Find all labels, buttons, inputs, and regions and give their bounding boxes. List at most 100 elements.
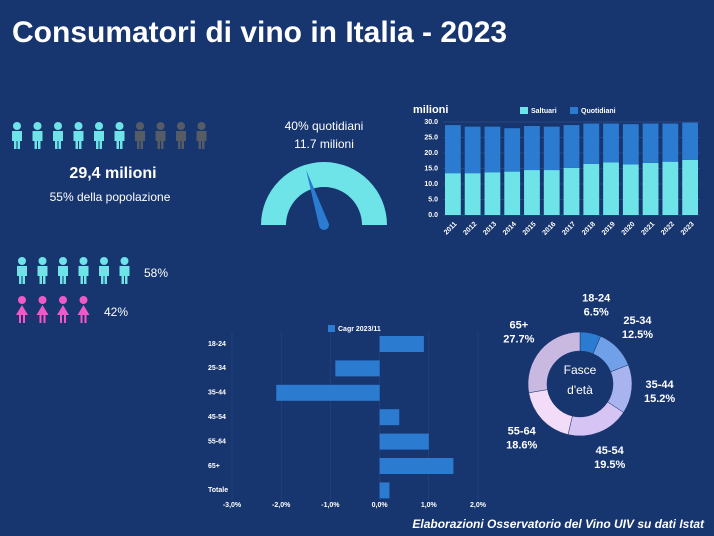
bar <box>379 482 390 499</box>
legend-label: Saltuari <box>531 108 557 115</box>
x-tick-label: 2022 <box>660 221 676 237</box>
bar-segment <box>622 124 639 165</box>
gauge-arc <box>261 162 387 225</box>
person-icon <box>77 305 90 323</box>
x-tick-label: 2023 <box>680 221 696 237</box>
slice-value: 15.2% <box>644 393 675 405</box>
person-icon <box>58 266 68 284</box>
y-tick-label: 25-34 <box>208 365 226 372</box>
slice-value: 12.5% <box>622 329 653 341</box>
slice-value: 27.7% <box>503 333 534 345</box>
legend-swatch <box>328 325 335 332</box>
x-tick-label: 2,0% <box>470 502 487 509</box>
x-tick-label: 2013 <box>482 221 498 237</box>
y-tick-label: 18-24 <box>208 341 226 348</box>
bar <box>276 384 380 401</box>
y-tick-label: 30.0 <box>424 119 438 126</box>
x-tick-label: 2019 <box>601 221 617 237</box>
bar-segment <box>583 163 600 215</box>
bar-segment <box>543 126 560 171</box>
slice-category: 55-64 <box>508 426 537 438</box>
x-tick-label: 2016 <box>541 221 557 237</box>
population-share: 55% della popolazione <box>50 190 171 204</box>
y-tick-label: 45-54 <box>208 414 226 421</box>
x-tick-label: 2012 <box>462 221 478 237</box>
slice-value: 18.6% <box>506 440 537 452</box>
bar-segment <box>603 162 619 215</box>
person-icon <box>13 122 21 130</box>
person-icon <box>99 266 109 284</box>
bar-segment <box>444 173 461 215</box>
person-icon <box>32 131 43 149</box>
legend-swatch <box>520 107 528 114</box>
person-icon <box>74 122 83 130</box>
person-icon <box>36 305 49 323</box>
bar-segment <box>524 126 540 171</box>
y-axis-label: milioni <box>413 104 448 116</box>
y-tick-label: 35-44 <box>208 390 226 397</box>
person-icon <box>54 122 62 130</box>
x-tick-label: 2015 <box>522 221 538 237</box>
person-icon <box>38 296 47 304</box>
bar-segment <box>642 123 659 163</box>
donut-slice <box>567 401 624 437</box>
bar-segment <box>563 167 580 215</box>
y-tick-label: 20.0 <box>424 150 438 157</box>
x-tick-label: -1,0% <box>321 502 340 509</box>
slice-category: 25-34 <box>623 315 652 327</box>
bar-segment <box>543 170 560 215</box>
person-icon <box>53 131 63 149</box>
donut-slice <box>527 331 581 394</box>
person-icon <box>78 266 89 284</box>
gauge-needle <box>306 169 329 227</box>
person-icon <box>176 131 186 149</box>
bar <box>379 336 424 352</box>
person-icon <box>59 257 67 265</box>
person-icon <box>197 122 206 130</box>
person-icon <box>136 122 144 130</box>
bar-segment <box>563 125 580 168</box>
slice-category: 18-24 <box>582 293 611 305</box>
person-icon <box>18 296 26 304</box>
y-tick-label: 10.0 <box>424 181 438 188</box>
person-icon <box>177 122 185 130</box>
source: Elaborazioni Osservatorio del Vino UIV s… <box>412 517 705 531</box>
bar-segment <box>484 126 501 173</box>
bar-segment <box>524 170 540 215</box>
x-tick-label: -3,0% <box>223 502 242 509</box>
bar-segment <box>662 123 679 162</box>
x-tick-label: -2,0% <box>272 502 291 509</box>
person-icon <box>38 257 47 265</box>
bar <box>379 433 429 450</box>
gauge-hub <box>319 220 329 230</box>
y-tick-label: 55-64 <box>208 438 226 445</box>
slice-category: 65+ <box>510 319 529 331</box>
slice-category: 45-54 <box>596 445 625 457</box>
male-share: 58% <box>144 266 168 280</box>
bar-segment <box>464 126 481 174</box>
bar-segment <box>583 123 600 164</box>
total-consumers: 29,4 milioni <box>69 165 156 182</box>
gauge-label: 40% quotidiani <box>285 119 364 133</box>
female-share: 42% <box>104 305 128 319</box>
person-icon <box>79 257 88 265</box>
x-tick-label: 0,0% <box>372 502 389 509</box>
x-tick-label: 2014 <box>502 221 518 237</box>
person-icon <box>156 122 165 130</box>
person-icon <box>120 257 129 265</box>
bar <box>379 409 400 426</box>
person-icon <box>95 122 103 130</box>
person-icon <box>196 131 207 149</box>
gauge-subtitle: 11.7 milioni <box>294 137 354 151</box>
person-icon <box>37 266 48 284</box>
person-icon <box>155 131 166 149</box>
person-icon <box>18 257 26 265</box>
legend-label: Quotidiani <box>581 108 616 115</box>
person-icon <box>12 131 22 149</box>
bar-segment <box>662 161 679 215</box>
person-icon <box>114 131 125 149</box>
x-tick-label: 2017 <box>561 221 577 237</box>
bar-segment <box>622 164 639 215</box>
y-tick-label: Totale <box>208 487 228 494</box>
